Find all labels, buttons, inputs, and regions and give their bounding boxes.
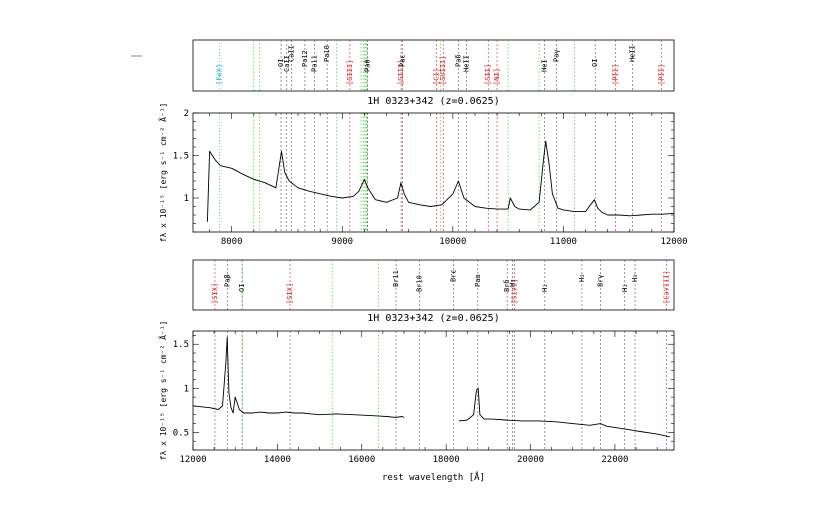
- emission-line-label: CaII: [288, 45, 296, 62]
- emission-line-label: [CI]: [432, 68, 440, 85]
- emission-line-label: H₂: [541, 284, 549, 292]
- emission-line-label: [PII]: [657, 64, 665, 85]
- emission-line-label: [CaVIII]: [662, 270, 670, 304]
- emission-line-label: Pa11: [311, 55, 319, 72]
- emission-line-label: Br10: [415, 275, 423, 292]
- emission-line-label: [SiVI]: [511, 279, 519, 304]
- emission-line-label: [PII]: [611, 64, 619, 85]
- panel-title-2: 1H 0323+342 (z=0.0625): [367, 313, 499, 324]
- label-strip-frame-2: [192, 259, 675, 311]
- emission-line-label: HeII: [463, 55, 471, 72]
- plot-frame-2: [192, 330, 675, 451]
- x-tick-label: 11000: [550, 237, 577, 247]
- emission-line-label: Paε: [399, 54, 407, 67]
- emission-line-label: H₂: [621, 284, 629, 292]
- x-tick-label: 20000: [517, 455, 544, 465]
- emission-line-label: [SIII]: [397, 60, 405, 85]
- emission-line-label: H₂: [631, 274, 639, 282]
- emission-line-label: HeII: [629, 45, 637, 62]
- y-tick-label: 1.5: [173, 152, 189, 162]
- emission-line-label: Brε: [449, 269, 457, 282]
- y-tick-label: 0.5: [173, 428, 189, 438]
- emission-line-label: Paδ: [454, 54, 462, 67]
- emission-line-label: Brδ: [503, 279, 511, 292]
- plot-frame-1: [192, 112, 675, 233]
- emission-line-label: CaII: [283, 55, 291, 72]
- x-tick-label: 8000: [221, 237, 243, 247]
- emission-line-label: [SIX]: [286, 283, 294, 304]
- y-tick-label: 1: [184, 194, 189, 204]
- emission-line-label: Paα: [474, 274, 482, 287]
- x-tick-label: 9000: [331, 237, 353, 247]
- label-strip-frame-1: [192, 39, 675, 92]
- y-axis-title-1: fλ x 10⁻¹⁵ [erg s⁻¹ cm⁻² Å⁻¹]: [157, 103, 168, 243]
- x-tick-label: 10000: [439, 237, 466, 247]
- emission-line-label: [SII]: [484, 64, 492, 85]
- x-tick-label: 12000: [179, 455, 206, 465]
- spectrum-series-2-1: [192, 336, 405, 418]
- emission-line-label: Pa12: [301, 50, 309, 67]
- emission-line-label: OI: [277, 59, 285, 67]
- spectrum-series-1-1: [206, 140, 675, 222]
- y-tick-label: 2: [184, 109, 189, 119]
- x-tick-label: 12000: [660, 237, 687, 247]
- emission-line-label: OI: [238, 284, 246, 292]
- emission-line-label: [FeX]: [216, 64, 224, 85]
- x-tick-label: 16000: [348, 455, 375, 465]
- spectrum-series-2-2: [458, 387, 670, 438]
- x-axis-title: rest wavelength [Å]: [382, 471, 485, 483]
- emission-line-label: Brγ: [597, 274, 605, 287]
- emission-line-label: Paβ: [224, 274, 232, 287]
- y-tick-label: 1.5: [173, 340, 189, 350]
- emission-line-label: Paγ: [553, 49, 561, 62]
- x-tick-label: 18000: [433, 455, 460, 465]
- emission-line-label: Pa10: [323, 45, 331, 62]
- emission-line-label: HeI: [541, 59, 549, 72]
- emission-line-label: OI: [591, 59, 599, 67]
- emission-line-label: [SIX]: [211, 283, 219, 304]
- emission-line-label: Br11: [392, 270, 400, 287]
- emission-line-label: Paθ: [364, 59, 372, 72]
- emission-line-label: H₂: [508, 279, 516, 287]
- x-tick-label: 14000: [264, 455, 291, 465]
- y-axis-title-2: fλ x 10⁻¹⁵ [erg s⁻¹ cm⁻² Å⁻¹]: [157, 321, 168, 461]
- y-tick-label: 1: [184, 384, 189, 394]
- emission-line-label: [SIII]: [346, 60, 354, 85]
- emission-line-label: [NI]: [493, 68, 501, 85]
- emission-line-label: [SVIII]: [439, 55, 447, 85]
- emission-line-label: H₂: [578, 274, 586, 282]
- x-tick-label: 22000: [601, 455, 628, 465]
- panel-title-1: 1H 0323+342 (z=0.0625): [367, 96, 499, 107]
